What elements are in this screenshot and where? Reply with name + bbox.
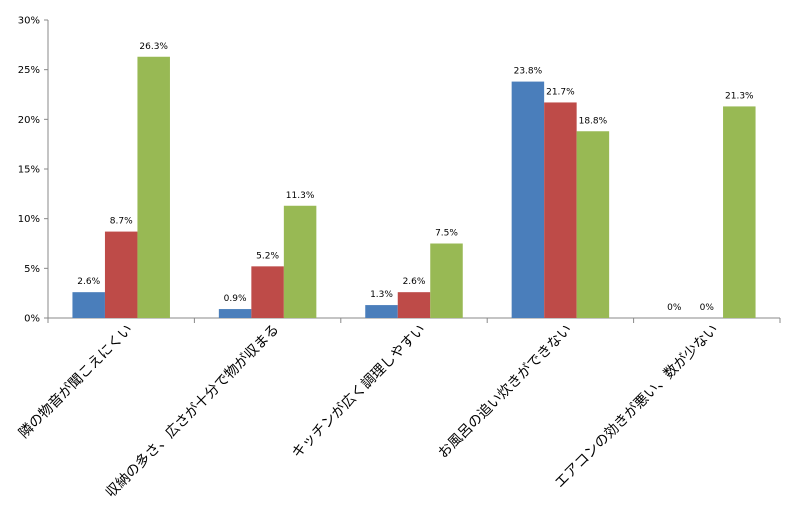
bar <box>218 309 252 318</box>
data-label: 21.7% <box>546 87 575 97</box>
data-label: 2.6% <box>403 277 426 287</box>
data-label: 0% <box>667 303 682 313</box>
bar <box>104 231 138 318</box>
category-label: お風呂の追い炊きができない <box>435 322 575 462</box>
bar <box>137 56 170 319</box>
bar <box>283 205 317 318</box>
category-label: エアコンの効きが悪い、数が少ない <box>552 322 722 492</box>
bar <box>430 243 463 318</box>
data-label: 21.3% <box>725 91 754 101</box>
bar <box>72 292 105 318</box>
bar <box>511 81 545 318</box>
y-tick-label: 20% <box>18 115 40 126</box>
data-label: 26.3% <box>139 42 168 52</box>
y-tick-label: 0% <box>24 314 40 325</box>
category-label: 隣の物音が聞こえにくい <box>15 321 136 442</box>
bar <box>544 102 577 319</box>
y-tick-label: 5% <box>24 264 40 275</box>
bar <box>251 266 284 318</box>
y-tick-label: 15% <box>18 165 40 176</box>
data-label: 23.8% <box>514 67 543 77</box>
bar <box>723 106 756 318</box>
y-tick-label: 25% <box>18 65 40 76</box>
bar <box>576 131 610 318</box>
category-label: キッチンが広く調理しやすい <box>289 322 429 462</box>
data-label: 0% <box>700 303 715 313</box>
data-labels: 2.6% 8.7% 26.3% 0.9% 5.2% 11.3% 1.3% 2.6% 7.5% 23… <box>77 42 754 313</box>
y-axis-ticks: 0% 5% 10% 15% 20% 25% 30% <box>18 16 48 325</box>
bar <box>365 305 398 318</box>
data-label: 5.2% <box>256 251 279 261</box>
category-label: 収納の多さ、広さが十分で物が収まる <box>102 321 282 501</box>
y-tick-label: 10% <box>18 214 40 225</box>
data-label: 7.5% <box>435 229 458 239</box>
bars <box>72 56 756 319</box>
y-tick-label: 30% <box>18 16 40 27</box>
data-label: 0.9% <box>224 294 247 304</box>
data-label: 11.3% <box>286 191 315 201</box>
data-label: 18.8% <box>579 116 608 126</box>
bar <box>397 292 431 318</box>
data-label: 2.6% <box>77 277 100 287</box>
data-label: 8.7% <box>110 217 133 227</box>
data-label: 1.3% <box>370 290 393 300</box>
